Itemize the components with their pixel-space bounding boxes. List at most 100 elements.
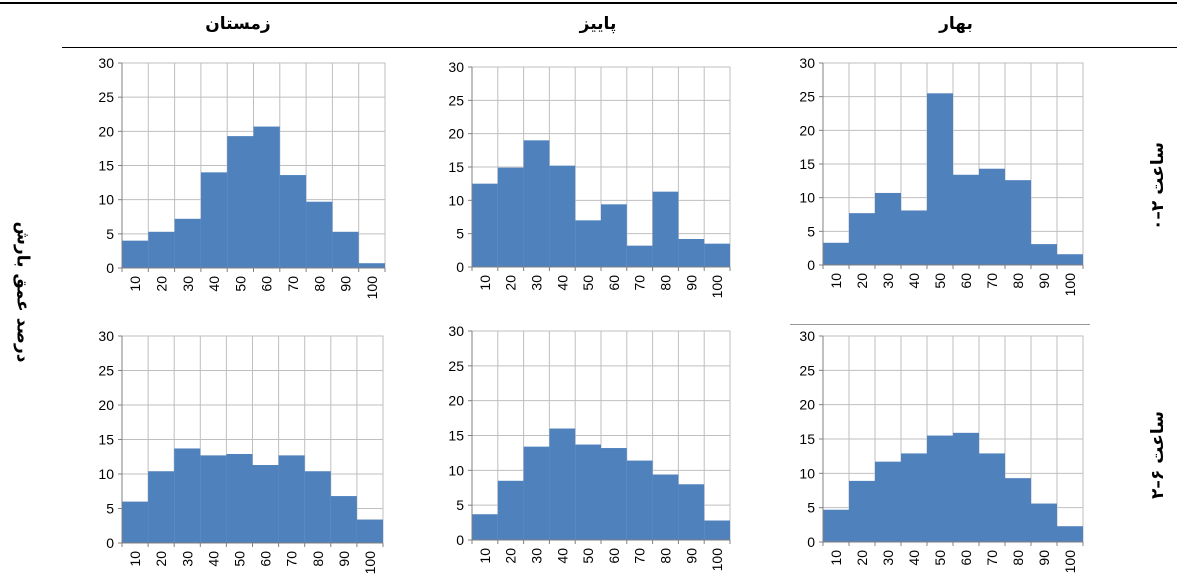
bar [875,461,901,542]
x-tick-label: 80 [1010,550,1026,566]
x-tick-label: 90 [1036,273,1052,289]
y-tick-label: 20 [448,393,464,409]
bar [1031,503,1057,542]
bar [575,220,601,267]
chart-panel-4: 0 5 10 15 20 25 30 10 20 30 40 50 60 70 80 90 100 [448,323,731,571]
y-tick-label: 0 [807,257,815,273]
y-tick-label: 25 [98,363,114,379]
bar [626,460,653,540]
bar [227,136,254,268]
y-tick-label: 20 [98,397,114,413]
x-tick-label: 30 [880,273,896,289]
bar [330,496,357,543]
y-tick-label: 10 [448,192,464,208]
bar [523,446,550,540]
header-rule [62,47,1177,48]
y-tick-label: 30 [448,323,464,339]
x-tick-label: 10 [127,551,143,567]
y-tick-label: 20 [799,397,815,413]
panel-separator [790,324,1090,325]
bar [472,514,498,540]
x-tick-label: 90 [336,551,352,567]
x-tick-label: 100 [709,275,725,299]
y-tick-label: 5 [456,497,464,513]
x-tick-label: 60 [258,551,274,567]
x-tick-label: 50 [580,275,596,291]
x-tick-label: 60 [259,276,275,292]
x-tick-label: 70 [632,548,648,564]
x-tick-label: 20 [503,548,519,564]
x-tick-label: 80 [310,551,326,567]
x-tick-label: 50 [932,550,948,566]
bar [979,168,1005,265]
x-tick-label: 40 [206,276,222,292]
bar [356,519,383,543]
y-tick-label: 25 [799,89,815,105]
y-tick-label: 15 [98,432,114,448]
bar [575,444,601,540]
x-tick-label: 60 [606,548,622,564]
bar [927,93,953,265]
x-tick-label: 80 [311,276,327,292]
x-tick-label: 80 [658,548,674,564]
bar [122,240,149,268]
x-tick-label: 40 [906,273,922,289]
bar [1005,180,1031,265]
x-tick-label: 20 [854,550,870,566]
bar [497,167,524,267]
chart-panel-1: 0 5 10 15 20 25 30 10 20 30 40 50 60 70 80 90 100 [448,59,731,299]
x-tick-label: 70 [984,273,1000,289]
x-tick-label: 50 [231,551,247,567]
y-tick-label: 10 [98,466,114,482]
bar [953,432,979,542]
y-tick-label: 15 [98,158,114,174]
bar [823,242,849,265]
bar [849,213,875,265]
y-tick-label: 15 [799,431,815,447]
x-tick-label: 30 [180,276,196,292]
x-tick-label: 80 [658,275,674,291]
x-tick-label: 90 [338,276,354,292]
x-tick-label: 80 [1010,273,1026,289]
bar [901,453,927,542]
bar [678,239,705,267]
x-tick-label: 10 [828,550,844,566]
x-tick-label: 30 [880,550,896,566]
x-tick-label: 10 [127,276,143,292]
y-tick-label: 0 [106,260,114,276]
y-tick-label: 5 [106,226,114,242]
y-tick-label: 0 [807,534,815,550]
y-tick-label: 10 [98,192,114,208]
y-tick-label: 15 [448,159,464,175]
x-tick-label: 70 [632,275,648,291]
bar [279,175,307,268]
x-tick-label: 50 [232,276,248,292]
x-tick-label: 60 [606,275,622,291]
y-tick-label: 0 [456,532,464,548]
column-header-autumn: پاییز [579,14,617,34]
bar [523,140,550,267]
x-tick-label: 40 [906,550,922,566]
x-tick-label: 20 [153,276,169,292]
bar [252,465,279,543]
x-tick-label: 10 [828,273,844,289]
x-tick-label: 100 [364,276,380,300]
y-tick-label: 15 [799,156,815,172]
y-tick-label: 30 [98,55,114,71]
bar [549,428,576,540]
y-tick-label: 5 [456,226,464,242]
bar [226,453,253,543]
bar [304,471,331,543]
y-tick-label: 20 [98,123,114,139]
y-tick-label: 0 [456,259,464,275]
bar [200,172,228,268]
x-tick-label: 10 [477,548,493,564]
y-tick-label: 10 [448,462,464,478]
bar [278,455,305,543]
bar [549,165,576,267]
chart-panel-5: 0 5 10 15 20 25 30 10 20 30 40 50 60 70 80 90 100 [799,328,1084,573]
bar [901,210,927,265]
x-tick-label: 100 [362,551,378,575]
bar [601,448,627,540]
bar [601,204,627,267]
